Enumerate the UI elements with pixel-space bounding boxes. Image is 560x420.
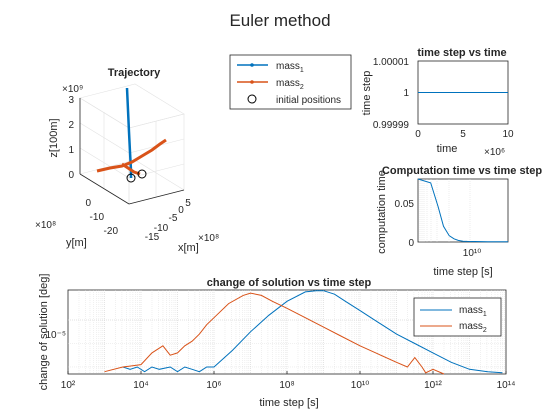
x-axis-label: x[m] [178, 242, 199, 254]
comptime-x-label: time step [s] [433, 266, 492, 278]
change-x-label: time step [s] [259, 397, 318, 409]
x-exponent: ×10⁸ [198, 233, 219, 244]
change-y-tick-label: 10⁻⁵ [45, 330, 66, 341]
legend-box [413, 297, 502, 337]
x-tick-label: 10¹⁰ [351, 380, 369, 391]
initial-position-mass1 [126, 173, 136, 183]
comptime-title: Computation time vs time step [382, 165, 542, 177]
legend-label: mass1 [276, 61, 304, 74]
x-tick-label: -10 [154, 223, 169, 234]
z-tick-label: 1 [68, 145, 74, 156]
comptime-x-tick: 10¹⁰ [463, 248, 481, 259]
comptime-axes-box [417, 178, 509, 243]
legend-label: mass2 [459, 321, 487, 334]
timestep-x-ticks: 0 5 10 [415, 129, 514, 140]
y-tick-label: 1.00001 [373, 57, 410, 68]
y-tick-label: 0 [408, 238, 414, 249]
change-series-mass1 [122, 290, 503, 374]
x-tick-label: -15 [145, 232, 160, 243]
x-tick-label: 10¹² [424, 380, 442, 391]
trajectory-mass2-line [96, 138, 167, 173]
trajectory-axes [79, 98, 185, 205]
change-title: change of solution vs time step [207, 277, 372, 289]
y-tick-label: 0 [85, 198, 91, 209]
y-axis-label: y[m] [66, 237, 87, 249]
z-axis-label: z[100m] [48, 118, 60, 157]
initial-position-mass2 [137, 169, 147, 179]
comptime-plot: Computation time vs time step 0.05 0 10¹… [376, 165, 542, 278]
x-tick-label: 5 [185, 198, 191, 209]
z-tick-label: 2 [68, 120, 74, 131]
y-tick-label: 0.05 [395, 199, 415, 210]
comptime-y-ticks: 0.05 0 [395, 199, 415, 249]
timestep-y-label: time step [361, 71, 373, 116]
x-ticks: -15 -10 -5 0 5 [145, 198, 191, 243]
timestep-x-exponent: ×10⁶ [484, 147, 505, 158]
y-exponent: ×10⁸ [35, 220, 56, 231]
x-tick-label: 0 [415, 129, 421, 140]
z-exponent: ×10⁹ [62, 84, 83, 95]
x-tick-label: 10² [61, 380, 76, 391]
trajectory-title: Trajectory [108, 67, 161, 79]
comptime-grid [419, 179, 471, 242]
change-x-ticks: 10² 10⁴ 10⁶ 10⁸ 10¹⁰ 10¹² 10¹⁴ [61, 371, 516, 391]
x-tick-label: 5 [460, 129, 466, 140]
x-tick-label: 10¹⁴ [497, 380, 516, 391]
z-tick-label: 0 [68, 170, 74, 181]
comptime-series-layer [417, 178, 508, 243]
legend-label: mass1 [459, 305, 487, 318]
y-tick-label: 0.99999 [373, 120, 410, 131]
x-tick-label: 0 [178, 205, 184, 216]
timestep-x-label: time [437, 143, 458, 155]
y-tick-label: -10 [90, 212, 105, 223]
trajectory-mass2-lower-line [121, 162, 141, 176]
trajectory-legend: mass1 mass2 initial positions [229, 54, 352, 110]
x-tick-label: 10 [502, 129, 514, 140]
legend-label: mass2 [276, 78, 304, 91]
change-legend: mass1 mass2 [413, 297, 502, 337]
x-tick-label: 10⁸ [279, 380, 294, 391]
x-tick-label: -5 [169, 213, 178, 224]
z-ticks: 0 1 2 3 [68, 95, 74, 181]
figure-title: Euler method [229, 11, 330, 30]
change-series-layer [104, 290, 503, 375]
x-tick-label: 10⁴ [133, 380, 148, 391]
legend-label: initial positions [276, 95, 341, 106]
x-axis-line [128, 189, 185, 205]
trajectory-plot: Trajectory 0 1 2 3 ×10⁹ z[100m] -20 -10 [35, 67, 219, 254]
change-series-mass2 [104, 292, 445, 375]
x-tick-label: 10⁶ [206, 380, 221, 391]
timestep-y-ticks: 1.00001 1 0.99999 [373, 57, 410, 131]
comptime-series-line [417, 178, 508, 243]
y-tick-label: -20 [104, 226, 119, 237]
timestep-title: time step vs time [417, 47, 506, 59]
y-tick-label: 1 [403, 88, 409, 99]
timestep-plot: time step vs time 1.00001 1 0.99999 0 5 … [361, 47, 514, 158]
change-y-label: change of solution [deg] [38, 274, 50, 391]
z-tick-label: 3 [68, 95, 74, 106]
comptime-y-label: computation time [376, 170, 388, 254]
y-axis-line [79, 173, 130, 205]
change-plot: change of solution vs time step 10² 10⁴ 10… [38, 274, 515, 409]
trajectory-grid [79, 83, 185, 205]
y-ticks: -20 -10 0 [85, 198, 118, 237]
